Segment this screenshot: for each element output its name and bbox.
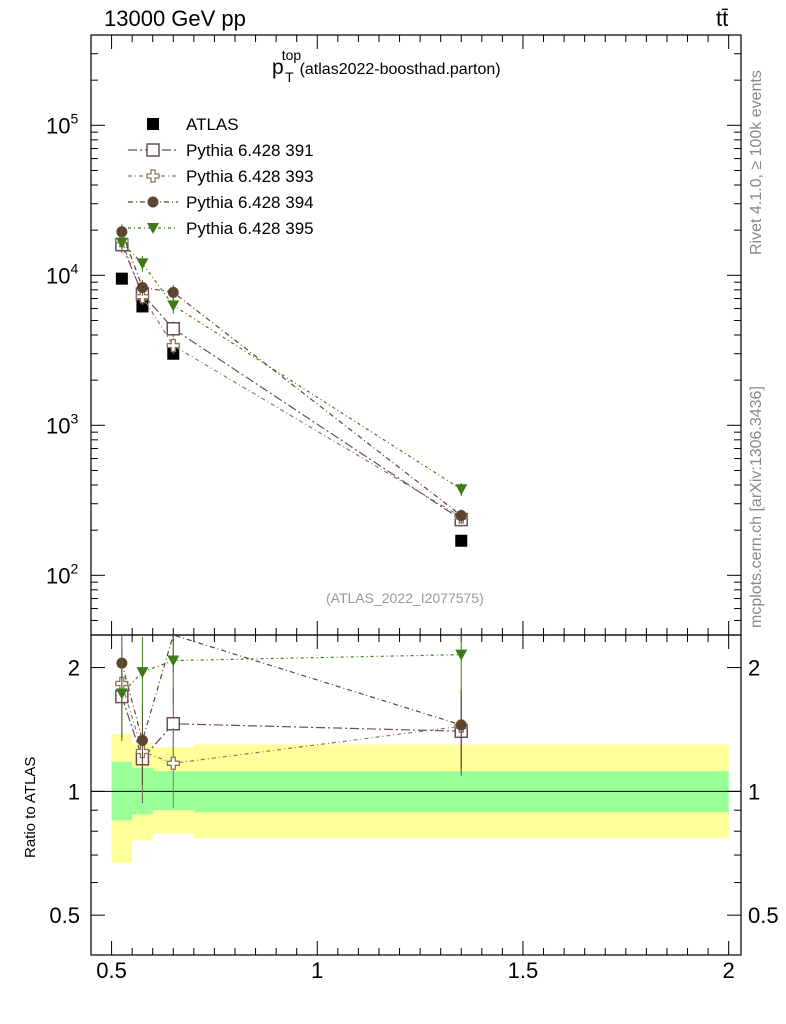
point-atlas [455, 534, 468, 547]
ratio-point-pythia-6-428-393 [166, 756, 180, 770]
ratio-frame [90, 634, 742, 956]
point-pythia-6-428-394 [455, 510, 467, 522]
legend-label-pythia-6-428-395: Pythia 6.428 395 [186, 219, 314, 238]
point-pythia-6-428-395 [115, 237, 128, 249]
ratio-ytick-label: 1 [68, 779, 80, 804]
legend-label-pythia-6-428-394: Pythia 6.428 394 [186, 193, 314, 212]
ratio-ytick-label-right: 1 [748, 779, 760, 804]
process-label: tt̄ [716, 6, 729, 31]
ratio-ytick-label: 0.5 [49, 903, 80, 928]
energy-label: 13000 GeV pp [104, 6, 246, 31]
main-ytick-label: 103 [46, 410, 78, 438]
ratio-line-pythia-6-428-391 [121, 696, 462, 760]
ratio-ytick-label-right: 2 [748, 656, 760, 681]
point-pythia-6-428-394 [136, 281, 148, 293]
legend-label-pythia-6-428-393: Pythia 6.428 393 [186, 167, 314, 186]
rivet-version-label: Rivet 4.1.0, ≥ 100k events [748, 70, 765, 255]
point-pythia-6-428-395 [167, 300, 180, 312]
point-pythia-6-428-394 [167, 286, 179, 298]
legend-marker-atlas [147, 118, 159, 130]
analysis-id-label: (ATLAS_2022_I2077575) [326, 590, 484, 606]
point-pythia-6-428-395 [455, 484, 468, 496]
observable-subscript: T [285, 69, 294, 85]
legend-marker-pythia-6-428-393 [146, 169, 160, 183]
line-pythia-6-428-393 [121, 240, 462, 518]
legend-marker-pythia-6-428-395 [147, 223, 159, 234]
ratio-line-pythia-6-428-393 [121, 683, 462, 764]
ratio-panel: 0.5 1 1.5 2 0.5 0.5 1 1 2 2 [49, 634, 779, 983]
ratio-xtick-label: 2 [723, 958, 735, 983]
legend-marker-pythia-6-428-394 [147, 196, 159, 208]
main-ytick-label: 102 [46, 560, 78, 588]
legend-label-pythia-6-428-391: Pythia 6.428 391 [186, 141, 314, 160]
main-panel: 102 103 104 105 [46, 34, 742, 636]
observable-symbol: p [272, 56, 284, 79]
mcplots-label: mcplots.cern.ch [arXiv:1306.3436] [748, 386, 765, 628]
observable-title: ptop T (atlas2022-boosthad.parton) [272, 47, 519, 85]
ratio-line-pythia-6-428-394 [121, 634, 462, 743]
ratio-xtick-label: 1.5 [508, 958, 539, 983]
point-atlas [136, 300, 149, 313]
point-pythia-6-428-394 [116, 226, 128, 238]
line-pythia-6-428-395 [121, 242, 462, 490]
point-pythia-6-428-395 [136, 258, 149, 270]
ratio-point-pythia-6-428-395 [136, 667, 149, 679]
ratio-ytick-label-right: 0.5 [748, 903, 779, 928]
ratio-line-pythia-6-428-395 [121, 654, 462, 694]
line-pythia-6-428-391 [121, 244, 462, 521]
point-pythia-6-428-393 [135, 290, 150, 304]
main-ytick-label: 104 [46, 260, 78, 288]
ratio-point-pythia-6-428-395 [167, 655, 180, 667]
legend-label-atlas: ATLAS [186, 115, 239, 134]
main-ytick-label: 105 [46, 110, 78, 138]
line-pythia-6-428-394 [121, 231, 462, 517]
ratio-point-pythia-6-428-395 [115, 688, 128, 700]
point-pythia-6-428-393 [166, 338, 180, 353]
ratio-ytick-label: 2 [68, 656, 80, 681]
observable-superscript: top [281, 47, 302, 63]
ratio-xtick-label: 1 [311, 958, 323, 983]
analysis-reference: (atlas2022-boosthad.parton) [299, 61, 501, 78]
ratio-point-pythia-6-428-394 [455, 719, 467, 731]
ratio-axis-label: Ratio to ATLAS [22, 756, 39, 858]
legend: ATLAS Pythia 6.428 391 Pythia 6.428 393 Pyt… [128, 115, 314, 238]
point-atlas [115, 272, 128, 285]
ratio-point-pythia-6-428-395 [455, 649, 468, 661]
legend-marker-pythia-6-428-391 [146, 143, 160, 157]
ratio-xtick-label: 0.5 [96, 958, 127, 983]
point-pythia-6-428-391 [166, 322, 181, 336]
ratio-point-pythia-6-428-394 [136, 734, 148, 746]
